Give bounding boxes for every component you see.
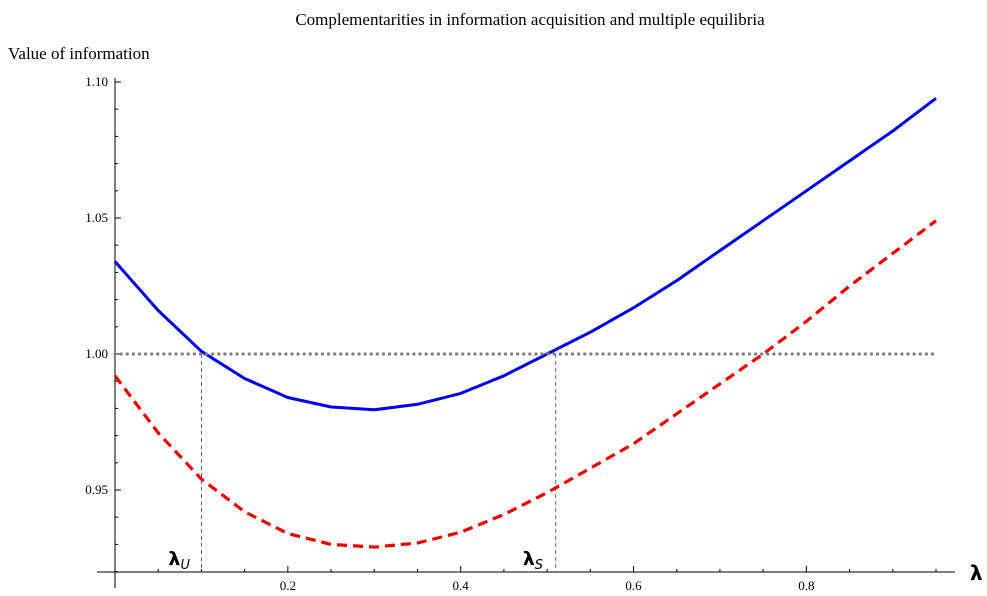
equilibrium-marker-label: λS xyxy=(523,548,543,573)
equilibrium-marker-label: λU xyxy=(168,548,190,573)
chart-title: Complementarities in information acquisi… xyxy=(295,10,765,29)
y-tick-label: 0.95 xyxy=(85,482,108,497)
x-tick-label: 0.8 xyxy=(798,578,814,593)
x-tick-label: 0.6 xyxy=(625,578,642,593)
y-tick-label: 1.05 xyxy=(85,210,108,225)
series-line-solid-blue xyxy=(113,97,937,412)
x-tick-label: 0.4 xyxy=(453,578,470,593)
y-tick-label: 1.00 xyxy=(85,346,108,361)
plot-area: 0.95 1.00 1.05 1.10 0.2 0.4 0.6 0.8 λU λS xyxy=(85,74,955,593)
y-tick-label: 1.10 xyxy=(85,74,108,89)
series-line-dashed-red xyxy=(113,219,937,549)
x-tick-label: 0.2 xyxy=(280,578,296,593)
y-axis-label: Value of information xyxy=(8,44,150,63)
x-axis-label: λ xyxy=(970,561,983,585)
